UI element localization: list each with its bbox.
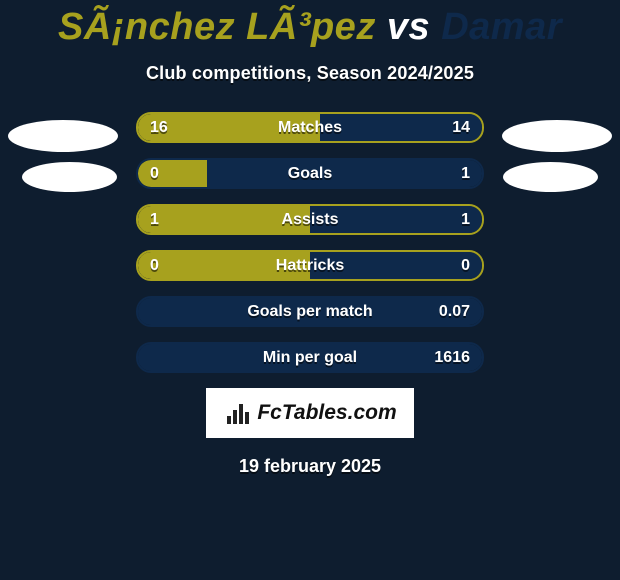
comparison-stage: 16 Matches 14 0 Goals 1 1 Assists 1 0 Hattricks 0 Go… [0,112,620,477]
stat-bar: Min per goal 1616 [136,342,484,373]
stat-bar: 16 Matches 14 [136,112,484,143]
stat-label: Assists [282,211,339,229]
stat-bar-left-fill [138,160,207,187]
stat-left-value: 1 [150,211,159,229]
fctables-logo[interactable]: FcTables.com [206,388,414,438]
stat-label: Goals [288,165,332,183]
stat-left-value: 0 [150,165,159,183]
stat-label: Matches [278,119,342,137]
player2-photo-placeholder [502,120,612,152]
stat-bar: Goals per match 0.07 [136,296,484,327]
title-vs: vs [387,6,430,48]
title-player2: Damar [441,6,562,48]
stat-right-value: 1 [461,165,470,183]
logo-text: FcTables.com [257,401,396,425]
stat-right-value: 1 [461,211,470,229]
stat-label: Hattricks [276,257,344,275]
player2-photo-placeholder-lower [503,162,598,192]
date-label: 19 february 2025 [0,456,620,477]
stat-bar-right-fill [207,160,482,187]
stat-bar: 1 Assists 1 [136,204,484,235]
stat-right-value: 1616 [434,349,470,367]
player1-photo-placeholder-lower [22,162,117,192]
stat-right-value: 0 [461,257,470,275]
subtitle: Club competitions, Season 2024/2025 [0,63,620,84]
stat-right-value: 0.07 [439,303,470,321]
stat-left-value: 0 [150,257,159,275]
stat-label: Min per goal [263,349,357,367]
player1-photo-placeholder [8,120,118,152]
stat-right-value: 14 [452,119,470,137]
title-player1: SÃ¡nchez LÃ³pez [58,6,376,48]
comparison-title: SÃ¡nchez LÃ³pez vs Damar [0,0,620,49]
bar-chart-icon [223,402,253,424]
stat-left-value: 16 [150,119,168,137]
stat-label: Goals per match [247,303,372,321]
stat-bar: 0 Hattricks 0 [136,250,484,281]
stat-bars: 16 Matches 14 0 Goals 1 1 Assists 1 0 Hattricks 0 Go… [136,112,484,373]
stat-bar: 0 Goals 1 [136,158,484,189]
